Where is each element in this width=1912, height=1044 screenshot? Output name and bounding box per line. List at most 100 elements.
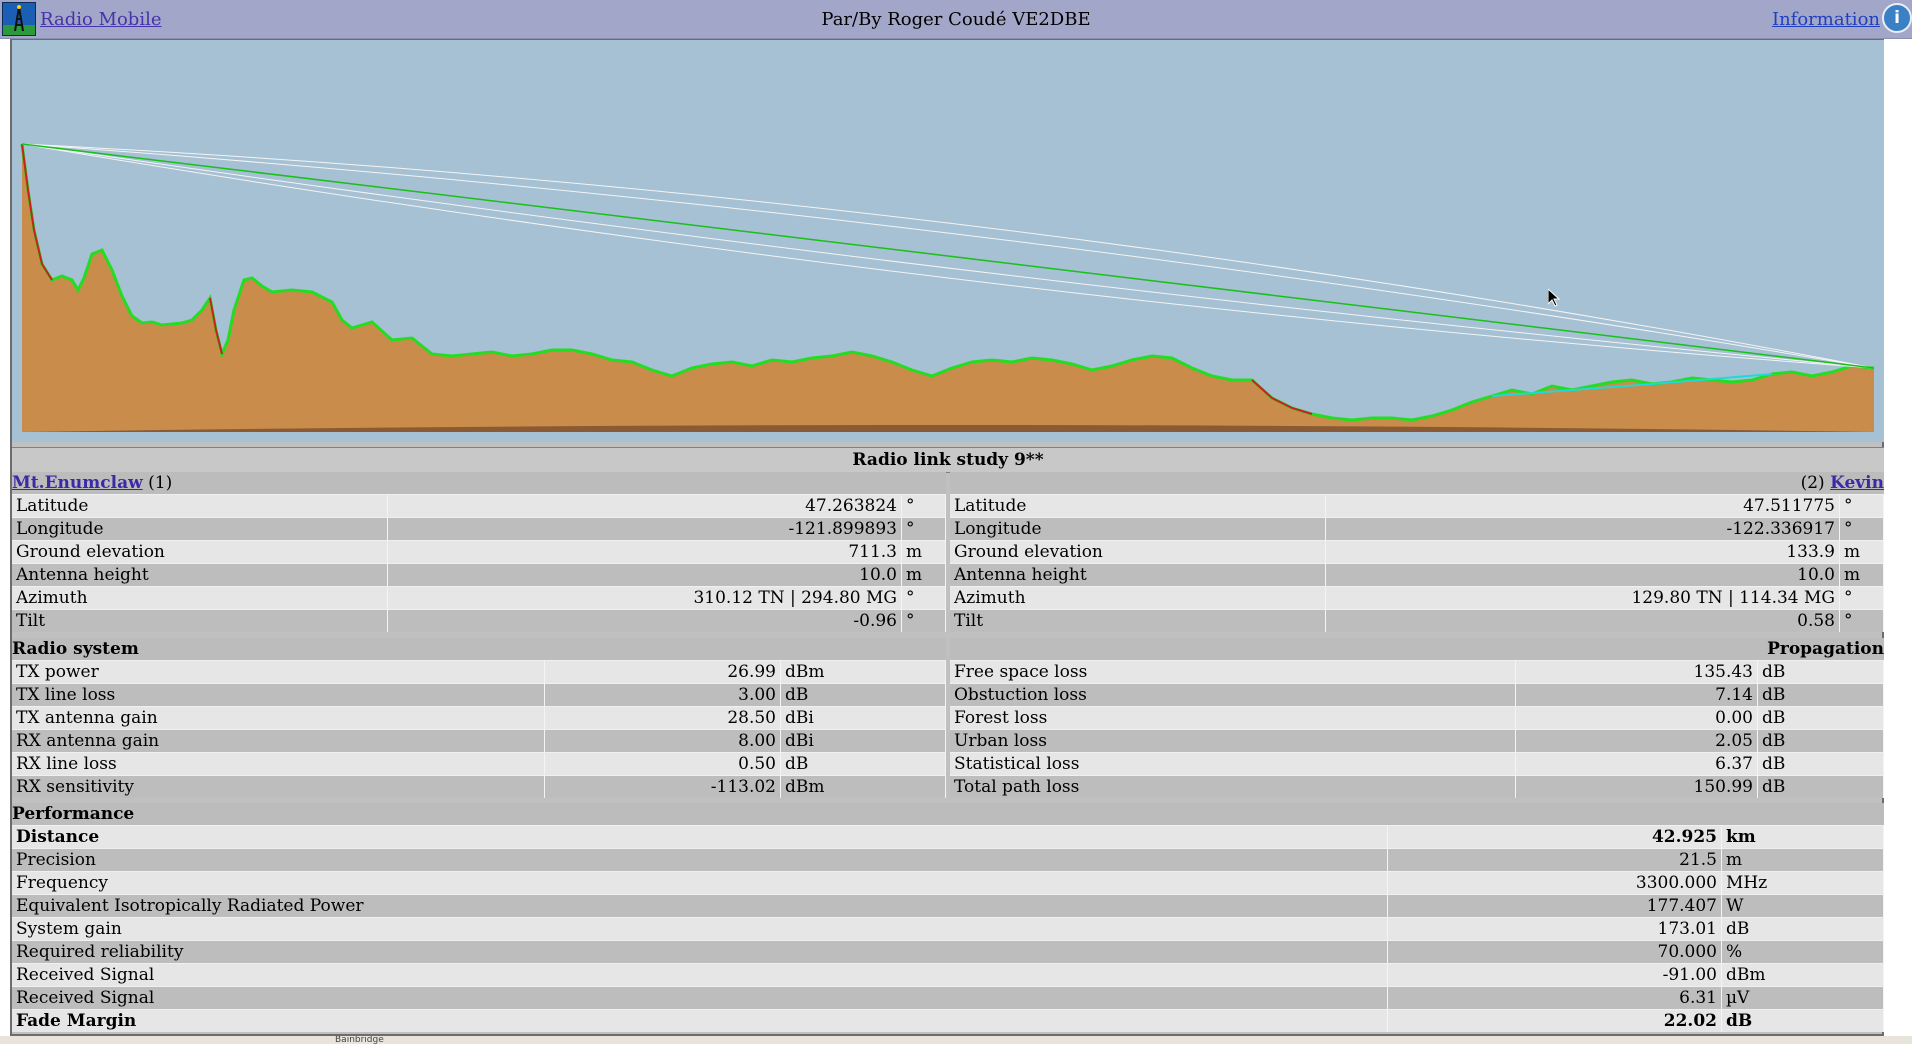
radio-system-value: 8.00: [545, 730, 781, 752]
terrain-profile: [12, 40, 1884, 442]
site1-unit: m: [902, 541, 946, 563]
propagation-row: Forest loss 0.00 dB: [950, 706, 1884, 729]
site1-panel: Mt.Enumclaw (1) Latitude 47.263824 ° Longit…: [12, 472, 946, 632]
propagation-row: Urban loss 2.05 dB: [950, 729, 1884, 752]
propagation-panel: Propagation Free space loss 135.43 dB Obstu…: [950, 638, 1884, 798]
performance-value: 173.01: [1388, 918, 1722, 940]
performance-value: -91.00: [1388, 964, 1722, 986]
performance-row: Received Signal -91.00 dBm: [12, 963, 1884, 986]
performance-label: Received Signal: [12, 987, 1388, 1009]
performance-unit: W: [1722, 895, 1884, 917]
radio-system-unit: dBi: [781, 730, 946, 752]
performance-row: Distance 42.925 km: [12, 825, 1884, 848]
radio-tower-icon[interactable]: [2, 2, 36, 36]
site1-unit: °: [902, 495, 946, 517]
study-title: Radio link study 9**: [12, 447, 1884, 473]
radio-system-row: RX line loss 0.50 dB: [12, 752, 946, 775]
site2-label: Azimuth: [950, 587, 1326, 609]
performance-label: Equivalent Isotropically Radiated Power: [12, 895, 1388, 917]
performance-value: 70.000: [1388, 941, 1722, 963]
site1-label: Latitude: [12, 495, 388, 517]
performance-row: System gain 173.01 dB: [12, 917, 1884, 940]
site1-label: Azimuth: [12, 587, 388, 609]
radio-system-label: TX antenna gain: [12, 707, 545, 729]
site1-row: Latitude 47.263824 °: [12, 494, 946, 517]
earth-curvature: [22, 425, 1874, 432]
propagation-unit: dB: [1758, 661, 1884, 683]
site2-label: Antenna height: [950, 564, 1326, 586]
radio-system-unit: dB: [781, 753, 946, 775]
performance-value: 22.02: [1388, 1010, 1722, 1032]
propagation-label: Obstuction loss: [950, 684, 1516, 706]
site1-value: -0.96: [388, 610, 902, 632]
site1-unit: °: [902, 610, 946, 632]
propagation-unit: dB: [1758, 753, 1884, 775]
performance-label: Distance: [12, 826, 1388, 848]
performance-unit: dB: [1722, 918, 1884, 940]
performance-value: 3300.000: [1388, 872, 1722, 894]
propagation-label: Urban loss: [950, 730, 1516, 752]
site1-row: Longitude -121.899893 °: [12, 517, 946, 540]
site2-value: 10.0: [1326, 564, 1840, 586]
propagation-value: 0.00: [1516, 707, 1758, 729]
propagation-unit: dB: [1758, 730, 1884, 752]
performance-panel: Performance Distance 42.925 km Precision 21.…: [12, 803, 1884, 1032]
profile-graphic: [12, 40, 1884, 442]
radio-system-row: RX sensitivity -113.02 dBm: [12, 775, 946, 798]
propagation-row: Free space loss 135.43 dB: [950, 660, 1884, 683]
site1-row: Ground elevation 711.3 m: [12, 540, 946, 563]
radio-system-row: TX power 26.99 dBm: [12, 660, 946, 683]
performance-unit: dBm: [1722, 964, 1884, 986]
site1-value: 47.263824: [388, 495, 902, 517]
site1-unit: °: [902, 587, 946, 609]
map-strip: Bainbridge: [0, 1036, 1912, 1044]
site2-value: 0.58: [1326, 610, 1840, 632]
site2-value: 133.9: [1326, 541, 1840, 563]
site2-value: 129.80 TN | 114.34 MG: [1326, 587, 1840, 609]
propagation-row: Obstuction loss 7.14 dB: [950, 683, 1884, 706]
site2-unit: °: [1840, 495, 1884, 517]
site2-value: 47.511775: [1326, 495, 1840, 517]
radio-system-value: 26.99: [545, 661, 781, 683]
radio-mobile-link[interactable]: Radio Mobile: [40, 9, 162, 30]
line-of-sight: [21, 143, 1875, 369]
fresnel-zone: [21, 143, 1875, 369]
radio-system-unit: dB: [781, 684, 946, 706]
performance-label: Precision: [12, 849, 1388, 871]
site1-label: Tilt: [12, 610, 388, 632]
site2-unit: °: [1840, 518, 1884, 540]
mouse-cursor-icon: [1547, 287, 1561, 312]
site1-row: Antenna height 10.0 m: [12, 563, 946, 586]
site1-link[interactable]: Mt.Enumclaw: [12, 473, 143, 493]
site1-row: Azimuth 310.12 TN | 294.80 MG °: [12, 586, 946, 609]
site2-unit: °: [1840, 587, 1884, 609]
propagation-unit: dB: [1758, 707, 1884, 729]
terrain-edge: [20, 143, 1875, 422]
radio-system-label: RX sensitivity: [12, 776, 545, 798]
performance-unit: m: [1722, 849, 1884, 871]
site1-header: Mt.Enumclaw (1): [12, 472, 946, 494]
site1-row: Tilt -0.96 °: [12, 609, 946, 632]
radio-system-label: RX line loss: [12, 753, 545, 775]
info-icon[interactable]: i: [1882, 3, 1912, 33]
performance-row: Received Signal 6.31 µV: [12, 986, 1884, 1009]
performance-row: Frequency 3300.000 MHz: [12, 871, 1884, 894]
propagation-label: Free space loss: [950, 661, 1516, 683]
site1-value: 10.0: [388, 564, 902, 586]
performance-unit: dB: [1722, 1010, 1884, 1032]
information-link[interactable]: Information: [1771, 9, 1880, 30]
propagation-value: 135.43: [1516, 661, 1758, 683]
site1-label: Antenna height: [12, 564, 388, 586]
radio-system-label: TX power: [12, 661, 545, 683]
propagation-label: Forest loss: [950, 707, 1516, 729]
performance-row: Precision 21.5 m: [12, 848, 1884, 871]
site2-link[interactable]: Kevin: [1830, 473, 1884, 493]
site2-label: Latitude: [950, 495, 1326, 517]
radio-system-value: 28.50: [545, 707, 781, 729]
performance-value: 177.407: [1388, 895, 1722, 917]
propagation-unit: dB: [1758, 776, 1884, 798]
propagation-value: 7.14: [1516, 684, 1758, 706]
radio-system-value: -113.02: [545, 776, 781, 798]
radio-system-unit: dBm: [781, 776, 946, 798]
site2-label: Tilt: [950, 610, 1326, 632]
